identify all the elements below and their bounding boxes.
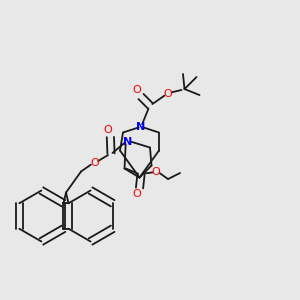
Text: O: O: [132, 85, 141, 95]
Text: O: O: [152, 167, 160, 176]
Text: N: N: [123, 136, 132, 146]
Text: N: N: [136, 122, 146, 131]
Text: O: O: [103, 125, 112, 135]
Text: O: O: [132, 189, 141, 199]
Text: O: O: [90, 158, 99, 167]
Text: O: O: [164, 88, 172, 98]
